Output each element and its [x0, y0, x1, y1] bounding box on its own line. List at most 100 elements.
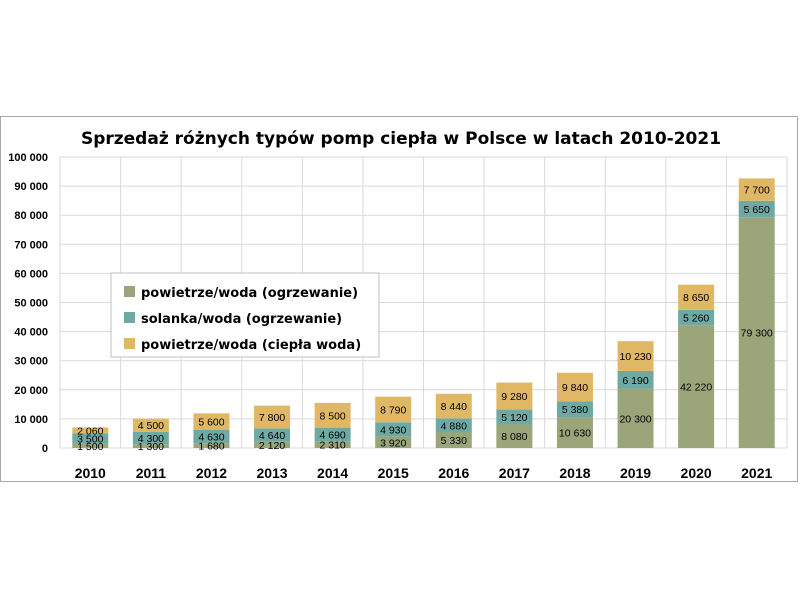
bar-segment-3 [193, 413, 230, 430]
data-label: 2 120 [259, 440, 285, 452]
data-label: 8 650 [683, 292, 709, 304]
y-tick-label: 30 000 [14, 356, 48, 368]
bar-segment-2 [132, 431, 169, 445]
legend: powietrze/woda (ogrzewanie) solanka/woda … [110, 272, 380, 358]
legend-swatch [124, 286, 135, 297]
data-label: 8 080 [501, 431, 527, 443]
data-label: 6 190 [622, 375, 648, 387]
data-label: 8 440 [441, 401, 467, 413]
data-label: 4 690 [319, 429, 345, 441]
data-label: 5 260 [683, 312, 709, 324]
bar-segment-2 [314, 427, 351, 442]
axis-layer: 0 10 000 20 000 30 000 40 000 50 000 60 000 70 … [8, 152, 772, 481]
bar-segment-2 [496, 409, 533, 425]
bar-segment-2 [72, 433, 109, 444]
x-tick-label: 2018 [559, 465, 590, 481]
bar-segment-2 [375, 422, 412, 437]
legend-label: powietrze/woda (ciepła woda) [141, 338, 361, 353]
legend-swatch [124, 338, 135, 349]
data-label: 4 640 [259, 430, 285, 442]
bar-segment-1 [254, 441, 291, 448]
bar-segment-3 [254, 405, 291, 429]
bar-segment-3 [132, 418, 169, 432]
bar-segment-1 [738, 217, 775, 448]
data-label: 8 500 [319, 410, 345, 422]
y-tick-label: 40 000 [14, 327, 48, 339]
bar-segment-2 [193, 429, 230, 444]
data-label: 7 800 [259, 412, 285, 424]
y-tick-label: 50 000 [14, 298, 48, 310]
bar-segment-3 [314, 402, 351, 428]
bar-segment-2 [738, 200, 775, 218]
data-label: 4 300 [138, 433, 164, 445]
data-label: 1 680 [198, 441, 224, 453]
legend-swatch [124, 312, 135, 323]
bar-segment-1 [556, 417, 593, 448]
data-label: 4 630 [198, 431, 224, 443]
x-tick-label: 2015 [378, 465, 409, 481]
bar-segment-1 [132, 444, 169, 448]
x-tick-label: 2021 [741, 465, 772, 481]
chart-title: Sprzedaż różnych typów pomp ciepła w Pol… [81, 129, 721, 149]
data-label: 4 500 [138, 420, 164, 432]
data-label: 3 500 [77, 434, 103, 446]
bar-segment-1 [617, 388, 654, 448]
x-tick-label: 2011 [136, 465, 167, 481]
y-tick-label: 90 000 [14, 181, 48, 193]
x-tick-label: 2019 [620, 465, 651, 481]
bar-segment-2 [435, 418, 472, 433]
data-label: 4 880 [441, 420, 467, 432]
data-label: 5 380 [562, 404, 588, 416]
bar-segment-2 [617, 370, 654, 389]
chart-svg: Sprzedaż różnych typów pomp ciepła w Pol… [8, 129, 788, 481]
bar-segment-3 [72, 427, 109, 434]
data-label: 5 120 [501, 412, 527, 424]
x-tick-label: 2017 [499, 465, 530, 481]
data-label: 10 230 [619, 351, 651, 363]
bar-segment-2 [678, 309, 715, 326]
x-tick-label: 2010 [75, 465, 106, 481]
chart-frame: Sprzedaż różnych typów pomp ciepła w Pol… [0, 116, 798, 482]
bar-segment-3 [738, 178, 775, 201]
bar-segment-1 [72, 443, 109, 448]
data-label: 20 300 [619, 413, 651, 425]
data-label: 8 790 [380, 404, 406, 416]
x-tick-label: 2020 [681, 465, 712, 481]
data-label: 5 650 [744, 204, 770, 216]
data-label: 2 310 [319, 440, 345, 452]
bar-segment-3 [435, 393, 472, 419]
data-label: 1 300 [138, 441, 164, 453]
legend-label: solanka/woda (ogrzewanie) [141, 312, 342, 327]
y-tick-label: 10 000 [14, 414, 48, 426]
x-tick-label: 2013 [256, 465, 287, 481]
x-tick-label: 2012 [196, 465, 227, 481]
legend-box [110, 272, 380, 358]
bar-segment-3 [496, 382, 533, 410]
x-tick-label: 2016 [438, 465, 469, 481]
data-label: 7 700 [744, 185, 770, 197]
y-tick-label: 100 000 [8, 152, 48, 164]
bar-segment-2 [556, 401, 593, 418]
data-label: 79 300 [741, 328, 773, 340]
data-label: 4 930 [380, 424, 406, 436]
data-label: 9 840 [562, 382, 588, 394]
bar-segment-3 [375, 396, 412, 423]
bar-segment-1 [496, 424, 533, 448]
data-label: 2 060 [77, 425, 103, 437]
bar-segment-3 [617, 341, 654, 371]
data-label: 42 220 [680, 382, 712, 394]
data-label: 9 280 [501, 391, 527, 403]
bars-layer [72, 178, 775, 448]
data-label: 5 330 [441, 435, 467, 447]
bar-segment-1 [375, 436, 412, 448]
bar-segment-2 [254, 428, 291, 442]
y-tick-label: 70 000 [14, 239, 48, 251]
bar-segment-3 [556, 372, 593, 402]
data-label: 3 920 [380, 437, 406, 449]
data-label: 5 600 [198, 416, 224, 428]
y-tick-label: 60 000 [14, 268, 48, 280]
bar-segment-1 [314, 441, 351, 448]
bar-segment-1 [435, 432, 472, 448]
y-tick-label: 80 000 [14, 210, 48, 222]
